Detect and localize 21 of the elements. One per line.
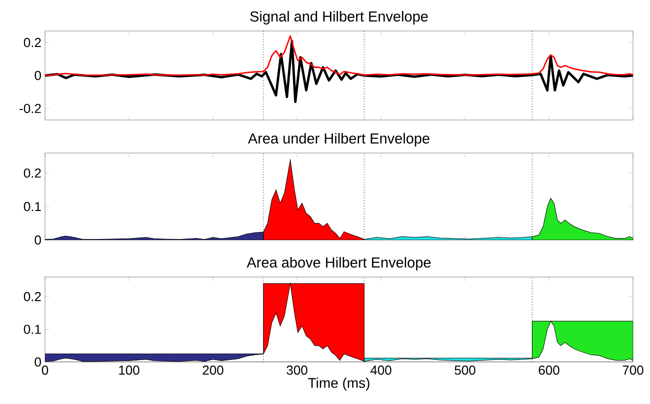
x-tick-label: 300 [286, 366, 308, 375]
y-tick-label: 0.1 [24, 202, 41, 212]
x-axis-title: Time (ms) [308, 378, 370, 391]
chart-title: Signal and Hilbert Envelope [250, 10, 428, 24]
chart-title: Area under Hilbert Envelope [248, 132, 430, 146]
x-tick-label: 700 [622, 366, 644, 375]
y-tick-label: 0 [34, 357, 41, 367]
chart-title: Area above Hilbert Envelope [246, 256, 431, 270]
x-tick-label: 0 [42, 366, 48, 375]
y-tick-label: 0 [34, 70, 41, 80]
y-tick-label: 0 [34, 235, 41, 245]
x-tick-label: 600 [538, 366, 560, 375]
y-tick-label: 0.2 [24, 292, 41, 302]
y-tick-label: 0.2 [24, 168, 41, 178]
y-tick-label: 0.2 [24, 38, 41, 48]
x-tick-label: 200 [202, 366, 224, 375]
x-tick-label: 400 [370, 366, 392, 375]
y-tick-label: -0.2 [20, 104, 41, 114]
y-tick-label: 0.1 [24, 324, 41, 334]
x-tick-label: 500 [454, 366, 476, 375]
x-tick-label: 100 [119, 366, 140, 375]
